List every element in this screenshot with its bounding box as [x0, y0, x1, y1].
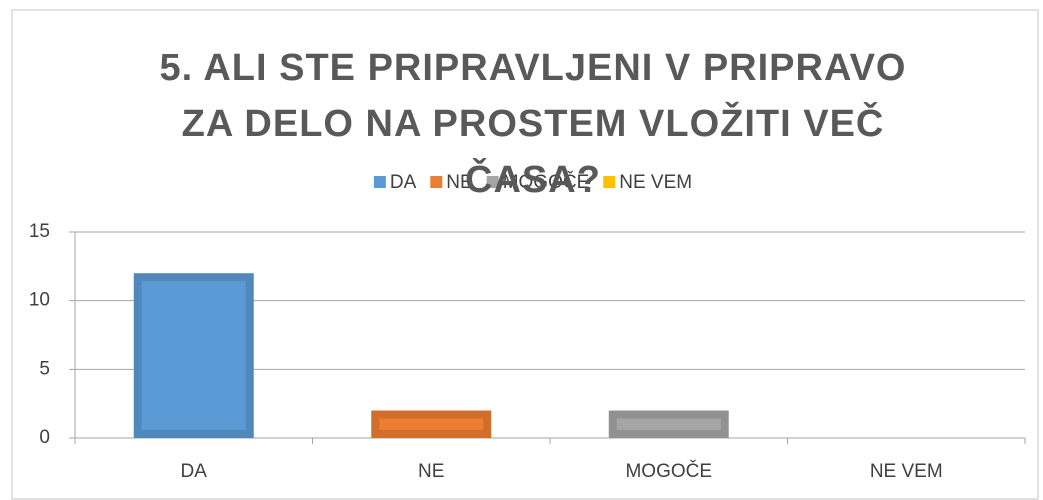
legend-label: NE VEM [619, 172, 692, 193]
x-tick-label: MOGOČE [625, 460, 712, 482]
legend-swatch [430, 176, 443, 188]
legend-label: MOGOČE [503, 171, 590, 193]
legend-label: DA [390, 172, 417, 193]
bar [371, 410, 492, 438]
x-tick-label: DA [181, 461, 208, 482]
bar [608, 410, 729, 438]
x-tick-label: NE [418, 461, 444, 482]
x-tick-label: NE VEM [870, 461, 943, 482]
y-tick-label: 5 [39, 358, 50, 379]
legend-swatch [603, 176, 616, 188]
legend-swatch [486, 176, 499, 188]
legend-label: NE [446, 172, 472, 193]
y-tick-label: 0 [39, 427, 50, 448]
legend-swatch [373, 176, 386, 188]
y-tick-label: 15 [29, 221, 50, 242]
chart-title: 5. ALI STE PRIPRAVLJENI V PRIPRAVO ZA DE… [159, 47, 907, 201]
y-tick-label: 10 [29, 290, 50, 311]
bar [133, 273, 254, 439]
